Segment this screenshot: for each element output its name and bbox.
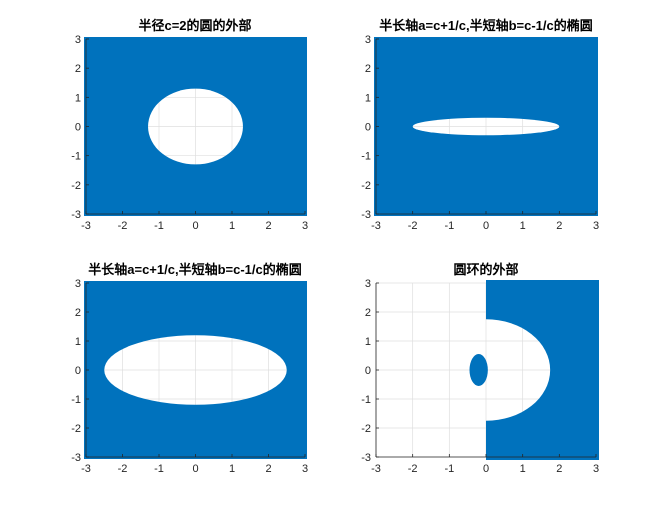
subplot-4-title: 圆环的外部 bbox=[453, 262, 518, 277]
subplot-4-inner-blob bbox=[469, 354, 488, 386]
x-tick-label-1: -2 bbox=[408, 463, 418, 475]
y-tick-label-1: -2 bbox=[361, 423, 371, 435]
y-tick-label-6: 3 bbox=[365, 34, 371, 46]
x-tick-label-1: -2 bbox=[118, 463, 128, 475]
y-tick-label-6: 3 bbox=[75, 34, 81, 46]
x-tick-label-0: -3 bbox=[81, 220, 91, 232]
subplot-3: -3 -2 -1 0 1 2 3 -3 -2 -1 0 1 2 3 半长轴a=c+1/c,半短轴b=c-1/… bbox=[71, 262, 308, 475]
subplot-2-title: 半长轴a=c+1/c,半短轴b=c-1/c的椭圆 bbox=[379, 18, 593, 33]
y-tick-label-3: 0 bbox=[365, 122, 371, 134]
x-tick-label-6: 3 bbox=[302, 220, 308, 232]
y-tick-label-4: 1 bbox=[75, 336, 81, 348]
y-tick-label-4: 1 bbox=[75, 92, 81, 104]
x-tick-label-0: -3 bbox=[371, 220, 381, 232]
x-tick-label-1: -2 bbox=[408, 220, 418, 232]
y-tick-label-2: -1 bbox=[71, 151, 81, 163]
x-tick-label-3: 0 bbox=[483, 220, 489, 232]
x-tick-label-4: 1 bbox=[229, 463, 235, 475]
x-tick-label-3: 0 bbox=[483, 463, 489, 475]
x-tick-label-5: 2 bbox=[265, 220, 271, 232]
x-tick-label-6: 3 bbox=[302, 463, 308, 475]
x-tick-label-1: -2 bbox=[118, 220, 128, 232]
y-tick-label-0: -3 bbox=[71, 209, 81, 221]
x-tick-label-6: 3 bbox=[593, 220, 599, 232]
x-tick-label-5: 2 bbox=[265, 463, 271, 475]
y-tick-label-5: 2 bbox=[75, 63, 81, 75]
y-tick-label-5: 2 bbox=[365, 307, 371, 319]
y-tick-label-3: 0 bbox=[365, 365, 371, 377]
subplot-2: -3 -2 -1 0 1 2 3 -3 -2 -1 0 1 2 3 半长轴a=c+1/c,半短轴b=c-1/… bbox=[361, 18, 599, 232]
y-tick-label-1: -2 bbox=[361, 180, 371, 192]
y-tick-label-6: 3 bbox=[75, 278, 81, 290]
subplot-3-filled-region bbox=[84, 281, 307, 459]
x-tick-label-6: 3 bbox=[593, 463, 599, 475]
y-tick-label-0: -3 bbox=[361, 452, 371, 464]
y-tick-label-5: 2 bbox=[75, 307, 81, 319]
x-tick-label-5: 2 bbox=[556, 463, 562, 475]
y-tick-label-6: 3 bbox=[365, 278, 371, 290]
x-tick-label-2: -1 bbox=[444, 220, 454, 232]
y-tick-label-0: -3 bbox=[71, 452, 81, 464]
x-tick-label-3: 0 bbox=[192, 220, 198, 232]
subplot-1-filled-region bbox=[84, 37, 307, 216]
y-tick-label-0: -3 bbox=[361, 209, 371, 221]
y-tick-label-1: -2 bbox=[71, 180, 81, 192]
y-tick-label-2: -1 bbox=[361, 151, 371, 163]
y-tick-label-2: -1 bbox=[361, 394, 371, 406]
subplot-1-title: 半径c=2的圆的外部 bbox=[138, 18, 251, 33]
y-tick-label-5: 2 bbox=[365, 63, 371, 75]
y-tick-label-3: 0 bbox=[75, 365, 81, 377]
x-tick-label-4: 1 bbox=[229, 220, 235, 232]
subplot-4: -3 -2 -1 0 1 2 3 -3 -2 -1 0 1 2 3 圆环的外部 bbox=[361, 262, 599, 475]
x-tick-label-2: -1 bbox=[444, 463, 454, 475]
subplot-1: -3 -2 -1 0 1 2 3 -3 -2 -1 0 1 2 3 半径c=2的圆的外部 bbox=[71, 18, 308, 232]
x-tick-label-0: -3 bbox=[81, 463, 91, 475]
y-tick-label-4: 1 bbox=[365, 336, 371, 348]
x-tick-label-3: 0 bbox=[192, 463, 198, 475]
x-tick-label-0: -3 bbox=[371, 463, 381, 475]
y-tick-label-2: -1 bbox=[71, 394, 81, 406]
x-tick-label-4: 1 bbox=[520, 220, 526, 232]
subplot-3-title: 半长轴a=c+1/c,半短轴b=c-1/c的椭圆 bbox=[88, 262, 302, 277]
x-tick-label-4: 1 bbox=[520, 463, 526, 475]
y-tick-label-1: -2 bbox=[71, 423, 81, 435]
x-tick-label-2: -1 bbox=[154, 463, 164, 475]
y-tick-label-3: 0 bbox=[75, 122, 81, 134]
subplot-2-filled-region bbox=[374, 37, 598, 216]
x-tick-label-2: -1 bbox=[154, 220, 164, 232]
x-tick-label-5: 2 bbox=[556, 220, 562, 232]
y-tick-label-4: 1 bbox=[365, 92, 371, 104]
